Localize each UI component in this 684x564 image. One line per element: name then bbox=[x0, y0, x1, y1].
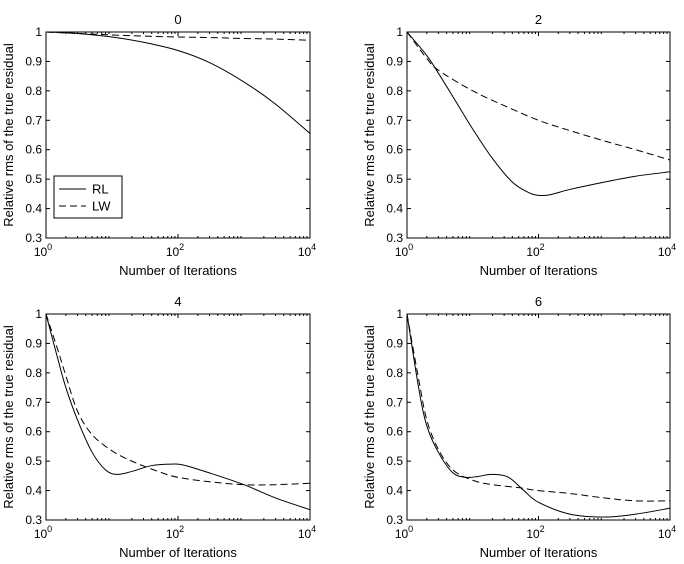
x-tick-label: 104 bbox=[658, 524, 676, 541]
x-axis-label: Number of Iterations bbox=[480, 263, 598, 278]
series-line-LW bbox=[46, 314, 310, 486]
y-tick-label: 0.8 bbox=[25, 366, 42, 380]
series-line-RL bbox=[46, 314, 310, 511]
y-axis-label: Relative rms of the true residual bbox=[1, 43, 16, 227]
y-tick-label: 0.8 bbox=[386, 366, 403, 380]
y-axis-label: Relative rms of the true residual bbox=[362, 325, 377, 509]
y-tick-label: 0.4 bbox=[386, 484, 403, 498]
x-tick-label: 102 bbox=[166, 524, 184, 541]
y-tick-label: 0.3 bbox=[25, 513, 42, 527]
subplot-6: 6 0.3 0.4 0.5 0.6 0.7 0.8 0.9 1 100 102 104 Number o… bbox=[362, 294, 676, 560]
series-line-RL bbox=[46, 32, 310, 134]
y-tick-label: 0.7 bbox=[25, 113, 42, 127]
y-axis-label: Relative rms of the true residual bbox=[1, 325, 16, 509]
subplot-0: 0 0.3 0.4 0.5 0.6 0.7 0.8 0.9 1 100 102 104 Number o… bbox=[1, 12, 316, 278]
series-line-RL bbox=[407, 32, 670, 197]
y-tick-label: 1 bbox=[396, 25, 403, 39]
subplot-title: 0 bbox=[174, 12, 181, 27]
x-tick-label: 102 bbox=[526, 242, 544, 259]
y-tick-label: 0.6 bbox=[25, 143, 42, 157]
legend: RL LW bbox=[53, 175, 123, 219]
y-tick-label: 0.9 bbox=[25, 336, 42, 350]
x-axis-label: Number of Iterations bbox=[119, 545, 237, 560]
y-tick-label: 1 bbox=[35, 25, 42, 39]
y-tick-label: 0.5 bbox=[25, 172, 42, 186]
x-tick-label: 100 bbox=[395, 524, 413, 541]
series-line-RL bbox=[407, 314, 670, 518]
legend-label-LW: LW bbox=[92, 199, 111, 214]
x-tick-label: 104 bbox=[658, 242, 676, 259]
y-tick-label: 0.7 bbox=[25, 395, 42, 409]
y-tick-label: 0.5 bbox=[25, 454, 42, 468]
axes-frame bbox=[406, 313, 671, 521]
subplot-4: 4 0.3 0.4 0.5 0.6 0.7 0.8 0.9 1 100 102 104 Number o… bbox=[1, 294, 316, 560]
legend-box bbox=[53, 175, 123, 219]
x-tick-label: 104 bbox=[298, 524, 316, 541]
x-tick-label: 104 bbox=[298, 242, 316, 259]
y-tick-label: 0.3 bbox=[25, 231, 42, 245]
y-tick-label: 0.8 bbox=[386, 84, 403, 98]
x-tick-label: 100 bbox=[395, 242, 413, 259]
x-tick-label: 100 bbox=[34, 242, 52, 259]
subplot-2: 2 0.3 0.4 0.5 0.6 0.7 0.8 0.9 1 100 102 104 Number o… bbox=[362, 12, 676, 278]
y-tick-label: 0.7 bbox=[386, 113, 403, 127]
subplot-title: 2 bbox=[535, 12, 542, 27]
y-tick-label: 0.3 bbox=[386, 231, 403, 245]
y-tick-label: 0.9 bbox=[386, 54, 403, 68]
y-tick-label: 0.9 bbox=[386, 336, 403, 350]
y-tick-label: 0.5 bbox=[386, 454, 403, 468]
y-tick-label: 0.6 bbox=[386, 425, 403, 439]
y-tick-label: 0.4 bbox=[386, 202, 403, 216]
y-tick-label: 0.4 bbox=[25, 202, 42, 216]
x-tick-label: 102 bbox=[526, 524, 544, 541]
axes-frame bbox=[406, 31, 671, 239]
subplot-title: 4 bbox=[174, 294, 181, 309]
x-axis-label: Number of Iterations bbox=[119, 263, 237, 278]
series-line-LW bbox=[46, 32, 310, 41]
y-tick-label: 1 bbox=[35, 307, 42, 321]
legend-label-RL: RL bbox=[92, 182, 109, 197]
x-tick-label: 102 bbox=[166, 242, 184, 259]
y-tick-label: 0.6 bbox=[25, 425, 42, 439]
y-tick-label: 0.3 bbox=[386, 513, 403, 527]
y-tick-label: 0.4 bbox=[25, 484, 42, 498]
y-tick-label: 0.5 bbox=[386, 172, 403, 186]
y-tick-label: 0.8 bbox=[25, 84, 42, 98]
y-tick-label: 1 bbox=[396, 307, 403, 321]
x-tick-label: 100 bbox=[34, 524, 52, 541]
y-axis-label: Relative rms of the true residual bbox=[362, 43, 377, 227]
x-axis-label: Number of Iterations bbox=[480, 545, 598, 560]
series-line-LW bbox=[407, 314, 670, 502]
axes-frame bbox=[45, 313, 311, 521]
y-tick-label: 0.7 bbox=[386, 395, 403, 409]
y-tick-label: 0.6 bbox=[386, 143, 403, 157]
subplot-title: 6 bbox=[535, 294, 542, 309]
y-tick-label: 0.9 bbox=[25, 54, 42, 68]
series-line-LW bbox=[407, 32, 670, 161]
